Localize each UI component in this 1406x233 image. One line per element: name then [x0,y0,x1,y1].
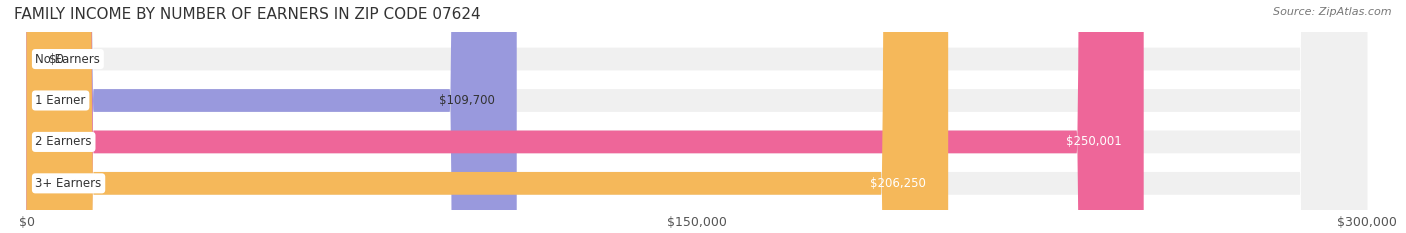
FancyBboxPatch shape [27,0,1367,233]
Text: $206,250: $206,250 [870,177,925,190]
FancyBboxPatch shape [27,0,1367,233]
FancyBboxPatch shape [27,0,1143,233]
Text: $0: $0 [49,53,63,65]
FancyBboxPatch shape [27,0,1367,233]
FancyBboxPatch shape [27,0,948,233]
Text: 2 Earners: 2 Earners [35,135,91,148]
Text: $250,001: $250,001 [1066,135,1122,148]
Text: FAMILY INCOME BY NUMBER OF EARNERS IN ZIP CODE 07624: FAMILY INCOME BY NUMBER OF EARNERS IN ZI… [14,7,481,22]
Text: No Earners: No Earners [35,53,100,65]
FancyBboxPatch shape [27,0,517,233]
Text: Source: ZipAtlas.com: Source: ZipAtlas.com [1274,7,1392,17]
Text: $109,700: $109,700 [439,94,495,107]
Text: 3+ Earners: 3+ Earners [35,177,101,190]
Text: 1 Earner: 1 Earner [35,94,86,107]
FancyBboxPatch shape [27,0,1367,233]
